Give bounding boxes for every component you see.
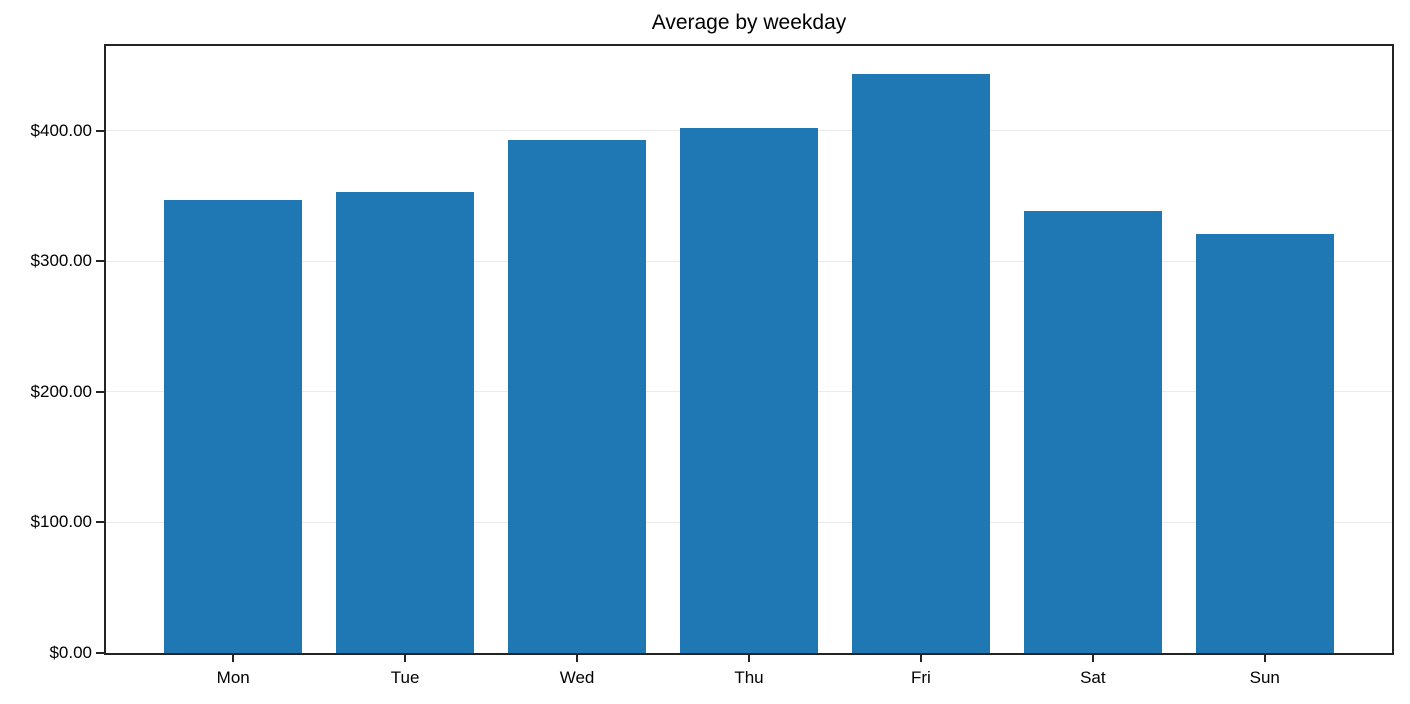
x-axis-tick: [404, 655, 407, 662]
bar-tue: [336, 192, 474, 653]
y-axis-tick: [96, 521, 104, 524]
y-axis-tick-label: $100.00: [30, 512, 92, 532]
plot-area: $0.00 $100.00 $200.00 $300.00 $400.00 Mon Tue W…: [31, 44, 1394, 687]
x-axis-tick-label: Fri: [911, 668, 931, 687]
x-axis-tick: [919, 655, 922, 662]
x-axis-tick-label: Sun: [1249, 668, 1280, 687]
y-axis-tick: [96, 652, 104, 654]
x-axis-tick-label: Sat: [1080, 668, 1106, 687]
x-axis-tick-label: Wed: [559, 668, 595, 687]
x-axis-tick: [1263, 655, 1266, 662]
y-axis-tick-label: $400.00: [30, 120, 92, 140]
y-axis-tick-label: $300.00: [30, 251, 92, 271]
bar-fri: [852, 74, 990, 653]
bar-sun: [1196, 234, 1334, 653]
y-axis-tick-label: $0.00: [49, 643, 92, 662]
bar-sat: [1024, 210, 1162, 653]
bar-mon: [164, 200, 302, 653]
x-axis-tick-label: Mon: [216, 668, 250, 687]
y-axis-tick: [96, 129, 104, 132]
bar-thu: [680, 128, 818, 653]
x-axis-tick: [576, 655, 579, 662]
x-axis-tick-label: Tue: [390, 668, 420, 687]
x-axis-tick: [232, 655, 235, 662]
x-axis-tick-label: Thu: [734, 668, 764, 687]
x-axis-tick: [1091, 655, 1094, 662]
bar-wed: [508, 139, 646, 653]
x-axis-tick: [748, 655, 750, 662]
chart-title: Average by weekday: [651, 11, 847, 34]
y-axis-tick: [96, 390, 104, 393]
y-axis-tick: [96, 260, 104, 263]
y-axis-tick-label: $200.00: [30, 381, 92, 401]
